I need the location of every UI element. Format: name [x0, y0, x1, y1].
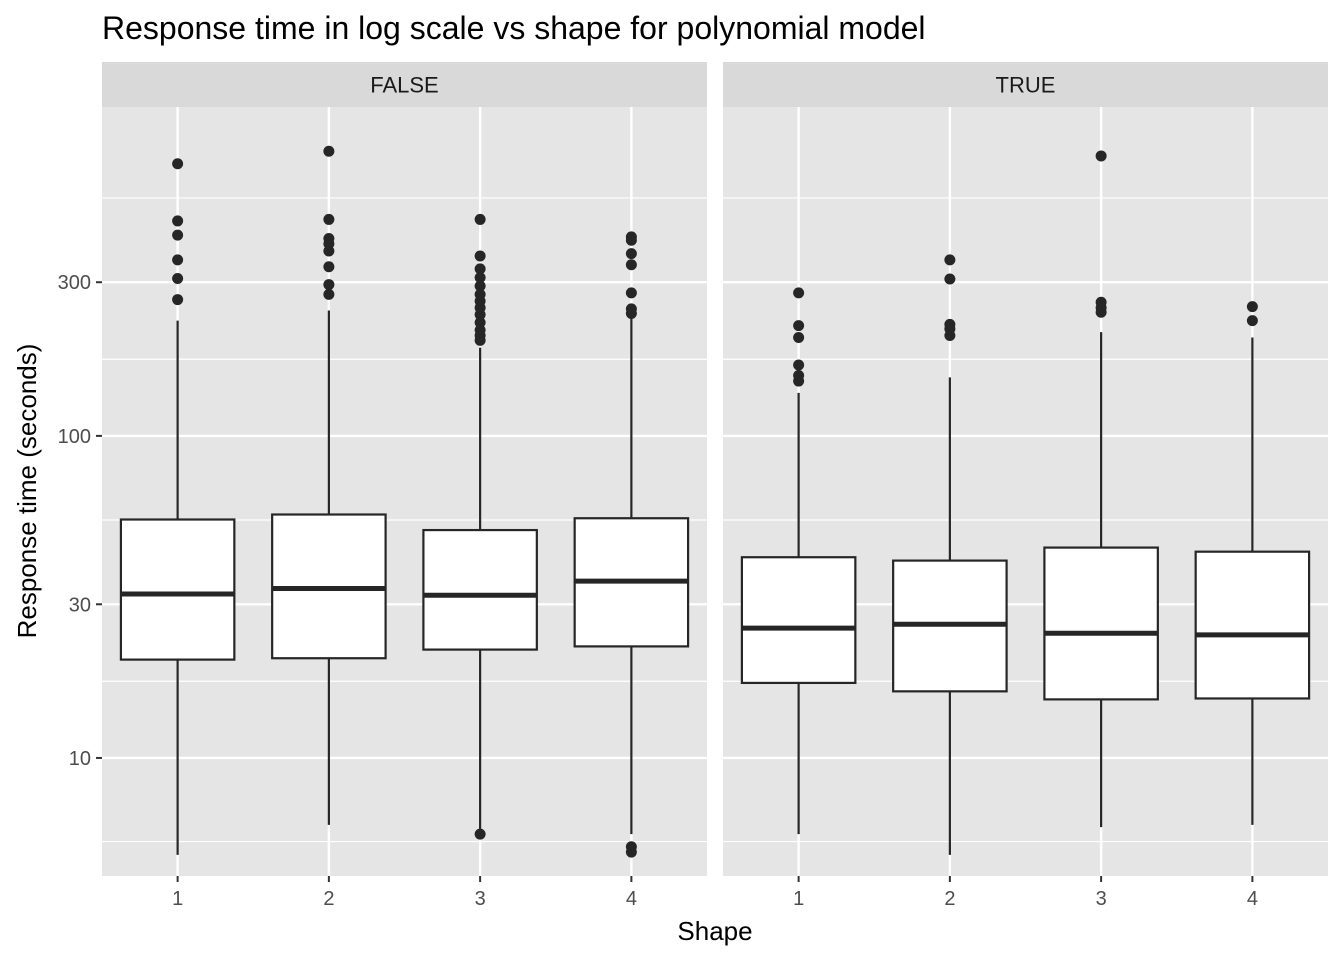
- box-iqr: [740, 556, 857, 685]
- panel-background: [723, 107, 1328, 876]
- x-tick-label: 4: [1247, 888, 1258, 910]
- outlier-point: [474, 280, 486, 292]
- y-tick-label: 30: [69, 594, 91, 616]
- x-tick-label: 4: [626, 888, 637, 910]
- outlier-point: [944, 254, 956, 266]
- box-iqr: [1194, 550, 1311, 700]
- y-axis: 10 30 100 300: [58, 272, 102, 770]
- outlier-point: [793, 320, 805, 332]
- outlier-point: [474, 272, 486, 284]
- outlier-point: [1246, 315, 1258, 327]
- outlier-point: [625, 248, 637, 260]
- x-tick-label: 2: [944, 888, 955, 910]
- x-tick-label: 3: [1096, 888, 1107, 910]
- outlier-point: [172, 254, 184, 266]
- outlier-point: [323, 145, 335, 157]
- outlier-point: [793, 359, 805, 371]
- outlier-point: [172, 273, 184, 285]
- x-tick-label: 1: [172, 888, 183, 910]
- outlier-point: [323, 233, 335, 245]
- y-tick-label: 100: [58, 426, 91, 448]
- outlier-point: [1095, 296, 1107, 308]
- outlier-point: [944, 273, 956, 285]
- outlier-point: [172, 229, 184, 241]
- outlier-point: [625, 231, 637, 243]
- box-true-4: [1194, 301, 1311, 825]
- y-axis-title: Response time (seconds): [12, 344, 42, 639]
- outlier-point: [172, 158, 184, 170]
- box-iqr: [422, 528, 538, 651]
- outlier-point: [625, 287, 637, 299]
- outlier-point: [625, 259, 637, 271]
- box-false-4: [573, 231, 690, 858]
- box-false-3: [422, 213, 538, 840]
- outlier-point: [172, 215, 184, 227]
- outlier-point: [793, 369, 805, 381]
- outlier-point: [793, 287, 805, 299]
- outlier-point: [944, 318, 956, 330]
- outlier-point: [1095, 150, 1107, 162]
- facet-panel-true: TRUE 1 2 3 4: [723, 62, 1328, 910]
- outlier-point: [793, 332, 805, 344]
- outlier-point: [625, 303, 637, 315]
- y-tick-label: 10: [69, 748, 91, 770]
- box-iqr: [119, 518, 236, 661]
- facet-strip: [102, 62, 707, 107]
- facet-panels: FALSE 1 2 3 4 TRUE 1 2 3 4: [102, 62, 1328, 910]
- facet-strip: [723, 62, 1328, 107]
- outlier-point: [323, 279, 335, 291]
- outlier-point: [474, 213, 486, 225]
- y-tick-label: 300: [58, 272, 91, 294]
- box-true-3: [1043, 150, 1159, 828]
- outlier-point: [474, 828, 486, 840]
- box-true-1: [740, 287, 857, 835]
- panel-background: [102, 107, 707, 876]
- box-false-1: [119, 158, 236, 855]
- outlier-point: [323, 261, 335, 273]
- outlier-point: [1246, 301, 1258, 313]
- box-iqr: [1043, 546, 1159, 701]
- x-tick-label: 1: [793, 888, 804, 910]
- x-tick-label: 2: [323, 888, 334, 910]
- outlier-point: [172, 294, 184, 306]
- outlier-point: [474, 263, 486, 275]
- facet-panel-false: FALSE 1 2 3 4: [102, 62, 707, 910]
- outlier-point: [474, 316, 486, 328]
- outlier-point: [625, 841, 637, 853]
- outlier-point: [474, 250, 486, 262]
- x-axis-title: Shape: [677, 916, 752, 946]
- outlier-point: [474, 288, 486, 300]
- x-tick-label: 3: [475, 888, 486, 910]
- facet-strip-label: FALSE: [370, 73, 438, 98]
- box-false-2: [271, 145, 387, 825]
- outlier-point: [323, 213, 335, 225]
- facet-strip-label: TRUE: [996, 73, 1056, 98]
- outlier-point: [474, 324, 486, 336]
- chart-title: Response time in log scale vs shape for …: [102, 10, 926, 46]
- box-true-2: [892, 254, 1008, 855]
- outlier-point: [323, 288, 335, 300]
